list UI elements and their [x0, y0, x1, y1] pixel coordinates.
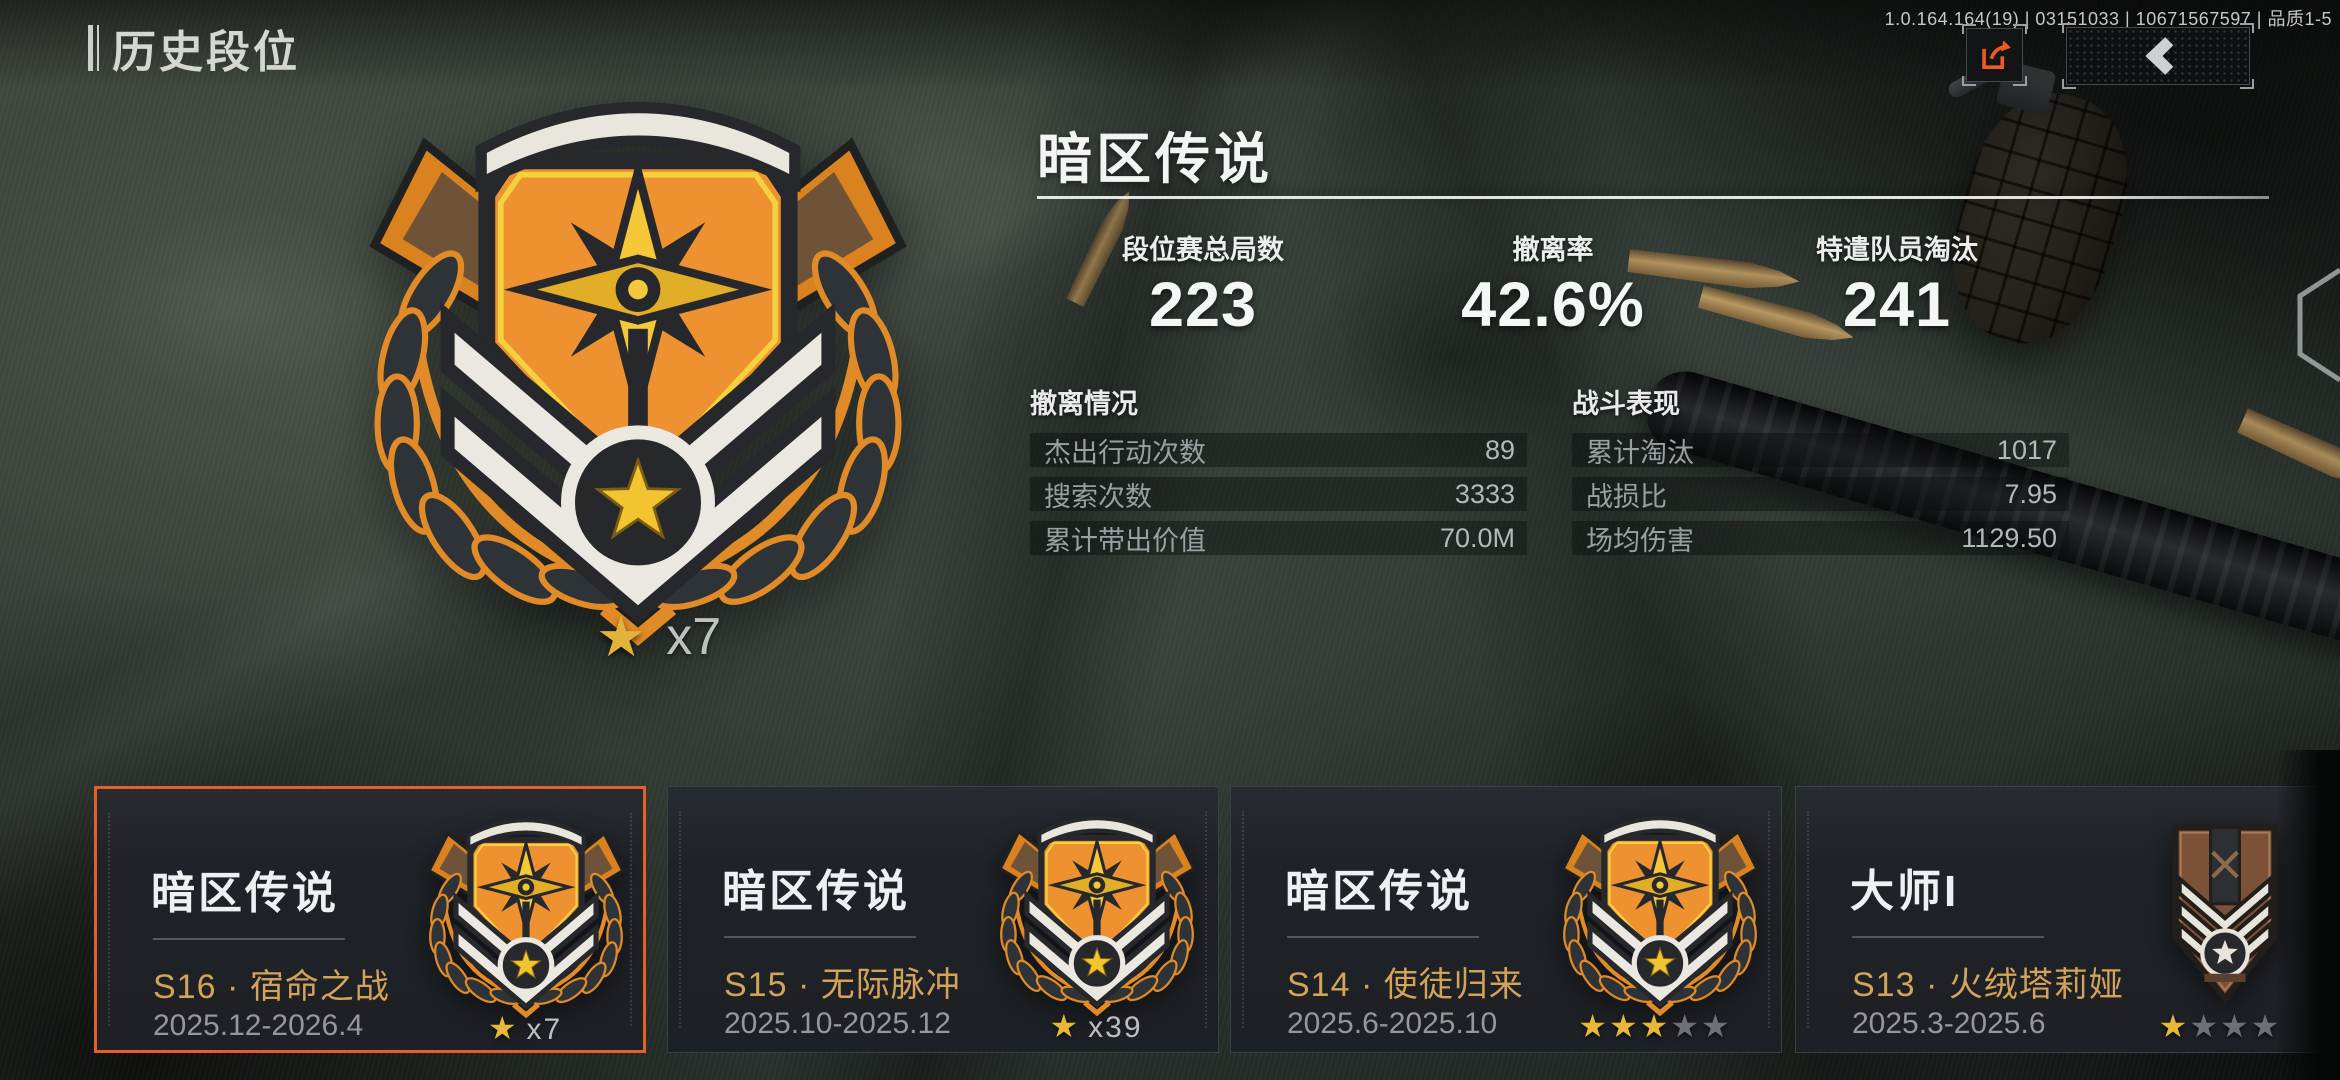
- stat-value: 223: [1148, 270, 1258, 340]
- season-card-s15[interactable]: 暗区传说 S15 · 无际脉冲 2025.10-2025.12 ★ x39: [667, 786, 1219, 1053]
- season-star-count: ★ x39: [980, 1007, 1212, 1045]
- stat-row: 杰出行动次数 89: [1030, 433, 1527, 468]
- rank-badge-icon: [1549, 811, 1771, 1017]
- season-period: 2025.10-2025.12: [724, 1007, 951, 1040]
- title-underline: [1037, 196, 2269, 199]
- stat-label: 撤离率: [1512, 235, 1594, 265]
- row-value: 3333: [1454, 478, 1515, 509]
- row-label: 累计淘汰: [1586, 437, 1694, 468]
- rank-badge-icon: [986, 811, 1208, 1017]
- gold-stars: ★: [1049, 1008, 1081, 1044]
- season-card-s16[interactable]: 暗区传说 S16 · 宿命之战 2025.12-2026.4 ★ x7: [94, 786, 646, 1053]
- card-divider: [1852, 936, 2044, 938]
- gold-star-icon: ★: [596, 605, 647, 668]
- row-value: 89: [1484, 434, 1515, 465]
- row-value: 70.0M: [1439, 522, 1515, 553]
- stat-label: 特遣队员淘汰: [1816, 235, 1978, 265]
- row-value: 7.95: [2004, 478, 2057, 509]
- stat-operator-kills: 特遣队员淘汰 241: [1727, 228, 2067, 341]
- card-divider: [724, 936, 916, 938]
- headline-stats: 段位赛总局数 223 撤离率 42.6% 特遣队员淘汰 241: [1030, 228, 2270, 358]
- season-star-count: ★ x7: [409, 1009, 641, 1047]
- season-rank-name: 大师I: [1850, 867, 1960, 916]
- gold-stars: ★★★: [1578, 1008, 1671, 1044]
- season-rank-name: 暗区传说: [151, 869, 339, 918]
- star-count-label: x39: [1088, 1011, 1143, 1044]
- row-label: 场均伤害: [1586, 525, 1694, 556]
- star-count-label: x7: [666, 608, 722, 666]
- combat-section: 战斗表现 累计淘汰 1017 战损比 7.95 场均伤害 1129.50: [1572, 382, 2069, 565]
- gray-stars: ★★★: [2189, 1008, 2282, 1044]
- stat-row: 场均伤害 1129.50: [1572, 521, 2069, 556]
- season-rank-name: 暗区传说: [1285, 867, 1473, 916]
- stat-extraction-rate: 撤离率 42.6%: [1383, 228, 1723, 341]
- row-value: 1129.50: [1961, 522, 2057, 553]
- row-label: 战损比: [1586, 481, 1667, 512]
- stat-row: 战损比 7.95: [1572, 477, 2069, 512]
- current-rank-name: 暗区传说: [1037, 128, 1274, 190]
- season-name: S16 · 宿命之战: [153, 968, 390, 1006]
- stat-row: 搜索次数 3333: [1030, 477, 1527, 512]
- section-title: 战斗表现: [1572, 389, 1680, 419]
- back-chevron-icon: [2145, 37, 2174, 75]
- row-label: 搜索次数: [1044, 481, 1152, 512]
- season-card-s13[interactable]: 大师I S13 · 火绒塔莉娅 2025.3-2025.6 ★★★★: [1795, 786, 2340, 1053]
- current-rank-star-count: ★ x7: [596, 604, 721, 670]
- share-button[interactable]: [1962, 24, 2027, 86]
- season-name: S15 · 无际脉冲: [724, 966, 961, 1004]
- gold-stars: ★: [2158, 1008, 2190, 1044]
- current-rank-badge-icon: [358, 88, 918, 648]
- row-label: 累计带出价值: [1044, 525, 1206, 556]
- star-count-label: x7: [526, 1013, 563, 1046]
- row-value: 1017: [1996, 434, 2057, 465]
- rank-badge-icon: [415, 813, 637, 1019]
- share-icon: [1981, 40, 2011, 69]
- stat-total-matches: 段位赛总局数 223: [1033, 228, 1373, 341]
- season-period: 2025.6-2025.10: [1287, 1007, 1498, 1040]
- version-info: 1.0.164.164(19) | 03151033 | 10671567597…: [1884, 9, 2332, 29]
- season-star-count: ★★★★★: [1543, 1007, 1775, 1045]
- season-card-s14[interactable]: 暗区传说 S14 · 使徒归来 2025.6-2025.10 ★★★★★: [1230, 786, 1782, 1053]
- row-label: 杰出行动次数: [1044, 437, 1206, 468]
- season-name: S14 · 使徒归来: [1287, 966, 1524, 1004]
- page-header: 历史段位: [88, 16, 300, 80]
- gold-stars: ★: [487, 1010, 519, 1046]
- title-accent-bars: [88, 25, 99, 71]
- stat-row: 累计带出价值 70.0M: [1030, 521, 1527, 556]
- card-divider: [1287, 936, 1479, 938]
- gray-stars: ★★: [1670, 1008, 1732, 1044]
- stat-value: 42.6%: [1461, 270, 1645, 340]
- back-button[interactable]: [2062, 23, 2254, 89]
- extraction-section: 撤离情况 杰出行动次数 89 搜索次数 3333 累计带出价值 70.0M: [1030, 382, 1527, 565]
- screen-edge-shade: [2276, 750, 2340, 1080]
- card-divider: [153, 938, 345, 940]
- stat-label: 段位赛总局数: [1122, 235, 1284, 265]
- stat-value: 241: [1842, 270, 1952, 340]
- season-name: S13 · 火绒塔莉娅: [1852, 966, 2124, 1004]
- season-rank-name: 暗区传说: [722, 867, 910, 916]
- section-title: 撤离情况: [1030, 389, 1138, 419]
- hexagon-outline-icon: [2297, 267, 2340, 383]
- season-star-count: ★★★★: [2108, 1007, 2340, 1045]
- page-title: 历史段位: [112, 28, 300, 77]
- season-period: 2025.12-2026.4: [153, 1009, 364, 1042]
- stat-row: 累计淘汰 1017: [1572, 433, 2069, 468]
- season-period: 2025.3-2025.6: [1852, 1007, 2046, 1040]
